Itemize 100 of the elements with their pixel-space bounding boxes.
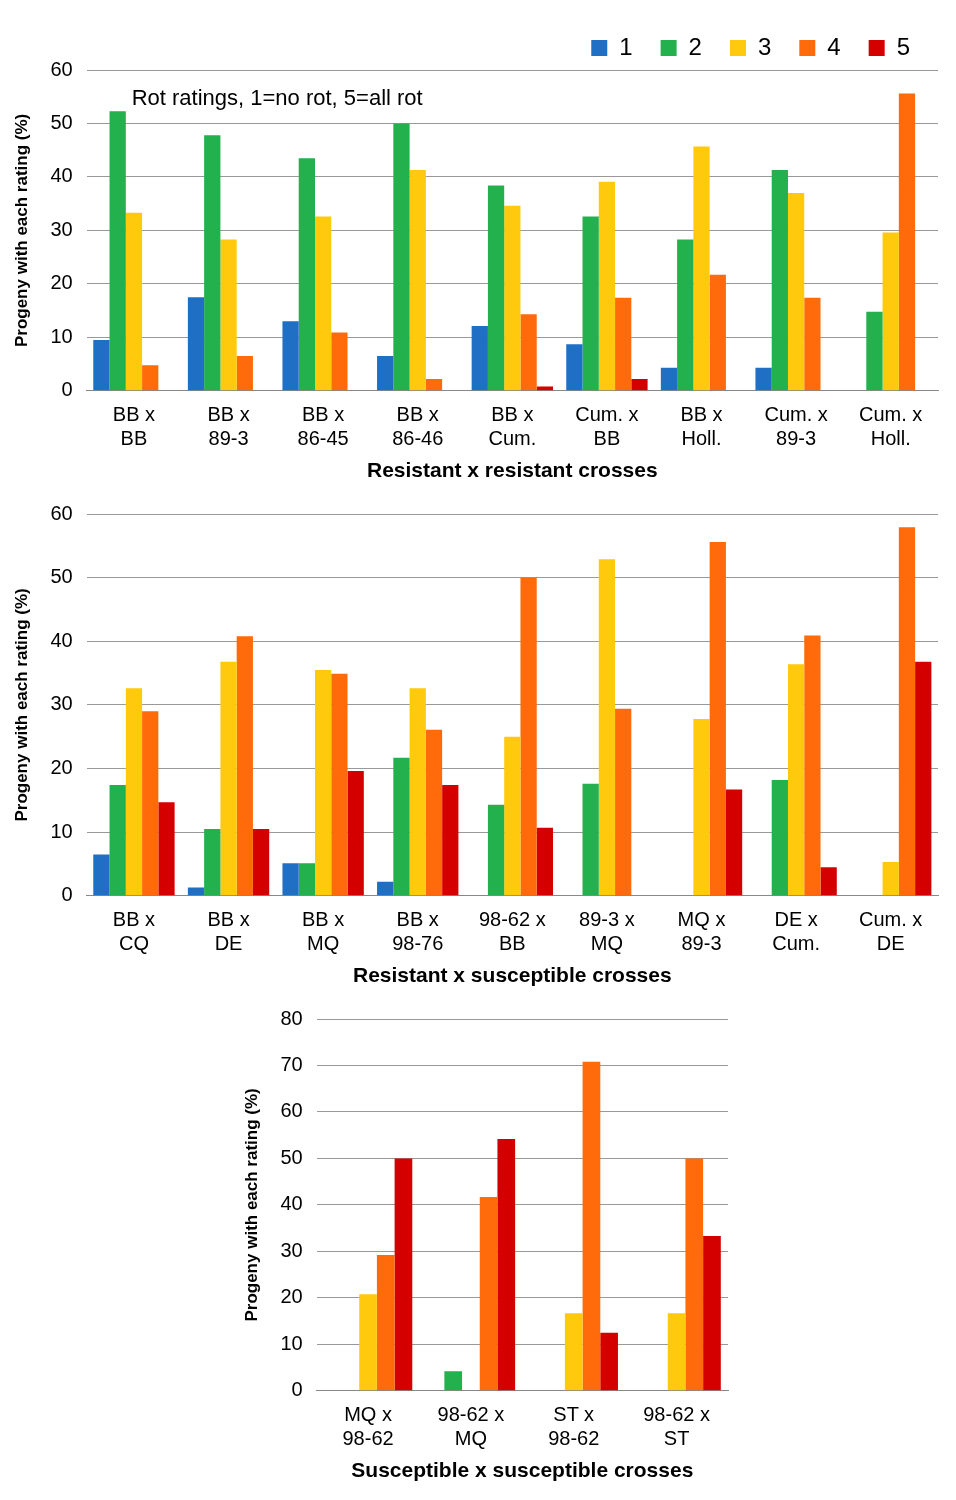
y-tick-label: 40 — [280, 1192, 303, 1215]
x-axis-title: Resistant x resistant crosses — [366, 458, 658, 482]
y-tick-label: 30 — [50, 217, 73, 240]
bar — [898, 93, 916, 391]
bar — [598, 181, 616, 391]
bar — [725, 789, 743, 896]
x-tick-label: BB x CQ — [112, 908, 156, 955]
bar — [479, 1197, 498, 1391]
bar — [685, 1158, 704, 1391]
bar — [282, 863, 299, 896]
y-tick-label: 0 — [61, 378, 73, 401]
legend-label: 1 — [619, 32, 633, 60]
bar — [220, 239, 237, 391]
bar — [598, 559, 616, 896]
bar — [298, 863, 315, 896]
x-tick-label: Cum. x 89-3 — [764, 403, 828, 450]
bar — [347, 771, 364, 896]
bar — [520, 314, 537, 391]
bar — [487, 804, 505, 896]
bar — [236, 356, 253, 391]
x-tick-label: 98-62 x MQ — [437, 1403, 505, 1450]
bar — [236, 636, 253, 896]
bar — [667, 1313, 686, 1391]
bar — [566, 344, 583, 391]
bar — [564, 1313, 583, 1391]
bar — [331, 332, 348, 391]
y-tick-label: 30 — [50, 692, 73, 715]
bar — [125, 212, 143, 391]
x-tick-label: 98-62 x BB — [478, 908, 546, 955]
bar — [882, 862, 899, 896]
x-tick-label: BB x MQ — [302, 908, 345, 955]
x-axis-title: Susceptible x susceptible crosses — [351, 1458, 694, 1482]
y-tick-label: 20 — [280, 1285, 303, 1308]
bar — [615, 297, 632, 391]
x-tick-label: DE x Cum. — [772, 908, 821, 955]
bar — [377, 356, 394, 391]
bar — [93, 340, 110, 391]
y-tick-label: 40 — [50, 628, 73, 651]
bar — [703, 1236, 721, 1391]
bar — [158, 802, 175, 896]
legend-label: 5 — [896, 32, 911, 60]
x-tick-label: ST x 98-62 — [548, 1403, 600, 1450]
bar — [282, 321, 299, 391]
y-tick-label: 40 — [50, 164, 73, 187]
y-tick-label: 10 — [50, 819, 73, 842]
bar — [631, 379, 648, 391]
bar — [471, 326, 488, 391]
x-tick-label: Cum. x BB — [575, 403, 639, 450]
bar — [504, 736, 521, 896]
bar — [693, 146, 710, 391]
bar — [820, 867, 837, 896]
bar — [582, 1061, 601, 1391]
bar — [755, 367, 772, 391]
x-tick-label: 98-62 x ST — [643, 1403, 710, 1450]
bar — [693, 718, 710, 896]
bar — [442, 785, 459, 896]
bar — [898, 527, 916, 896]
bar — [804, 635, 821, 896]
x-tick-label: BB x DE — [207, 908, 250, 955]
y-tick-label: 10 — [280, 1331, 303, 1354]
y-tick-label: 20 — [50, 756, 73, 779]
bar — [394, 1158, 413, 1391]
bar — [425, 379, 443, 391]
y-tick-label: 60 — [50, 501, 73, 524]
y-tick-label: 20 — [50, 271, 73, 294]
bar — [376, 1255, 395, 1391]
y-axis-title: Progeny with each rating (%) — [241, 1088, 261, 1322]
bar — [520, 577, 537, 896]
bar — [536, 827, 553, 896]
x-tick-label: Cum. x DE — [859, 908, 923, 955]
x-tick-label: MQ x 98-62 — [342, 1403, 394, 1450]
y-tick-label: 60 — [280, 1099, 303, 1122]
x-tick-label: Cum. x Holl. — [859, 403, 923, 450]
bar — [93, 854, 110, 896]
bar — [359, 1294, 377, 1391]
y-tick-label: 30 — [280, 1238, 303, 1261]
bar — [771, 169, 788, 391]
bar — [204, 828, 221, 896]
x-tick-label: BB x 98-76 — [392, 908, 444, 955]
x-tick-label: 89-3 x MQ — [579, 908, 635, 955]
bar — [582, 783, 599, 896]
y-tick-label: 0 — [61, 883, 73, 906]
bar — [497, 1138, 516, 1391]
bar — [393, 123, 410, 391]
y-tick-label: 70 — [280, 1052, 303, 1075]
y-tick-label: 50 — [280, 1145, 303, 1168]
bar — [252, 828, 270, 896]
bar — [866, 311, 883, 391]
bar — [220, 661, 237, 896]
legend-label: 2 — [688, 32, 702, 60]
bar — [882, 232, 899, 391]
bar — [709, 542, 726, 896]
bar — [487, 185, 505, 391]
bar — [393, 757, 410, 896]
bar — [787, 664, 805, 896]
x-tick-label: MQ x 89-3 — [677, 908, 726, 955]
bar — [109, 111, 126, 391]
bar — [615, 708, 632, 896]
x-tick-label: BB x BB — [112, 403, 156, 450]
y-tick-label: 0 — [291, 1378, 303, 1401]
